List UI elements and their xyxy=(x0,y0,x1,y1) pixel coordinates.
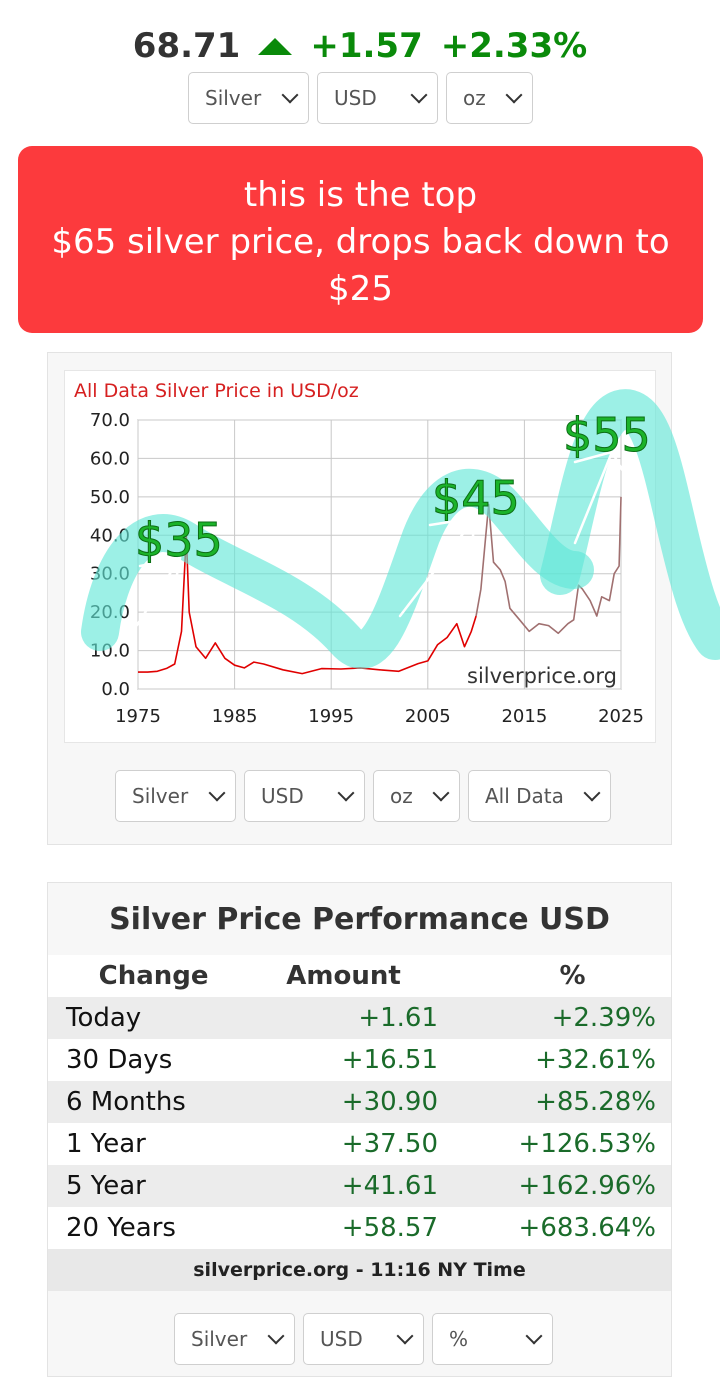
top-selectors: Silver USD oz xyxy=(188,72,533,124)
unit-select[interactable]: oz xyxy=(446,72,533,124)
header-amount: Amount xyxy=(286,961,401,991)
y-tick-label: 40.0 xyxy=(90,525,130,546)
table-row: Today +1.61 +2.39% xyxy=(48,997,671,1039)
table-row: 6 Months +30.90 +85.28% xyxy=(48,1081,671,1123)
price-chart-svg: All Data Silver Price in USD/oz 0.0 10.0 20… xyxy=(74,380,644,727)
chevron-down-icon xyxy=(432,784,450,802)
price-chart: All Data Silver Price in USD/oz 0.0 10.0 20… xyxy=(64,370,656,743)
chart-title: All Data Silver Price in USD/oz xyxy=(74,380,359,402)
row-period: 30 Days xyxy=(66,1045,173,1075)
row-percent: +162.96% xyxy=(518,1171,656,1201)
performance-table: Change Amount % Today +1.61 +2.39% 30 Days +… xyxy=(48,955,671,1291)
row-period: Today xyxy=(66,1003,142,1033)
chevron-down-icon xyxy=(281,86,299,104)
perf-metal-select-value: Silver xyxy=(191,1327,248,1351)
y-tick-label: 70.0 xyxy=(90,410,130,431)
price-change: +1.57 xyxy=(310,26,423,66)
row-amount: +1.61 xyxy=(358,1003,438,1033)
table-row: 5 Year +41.61 +162.96% xyxy=(48,1165,671,1207)
currency-select[interactable]: USD xyxy=(317,72,438,124)
y-tick-label: 20.0 xyxy=(90,602,130,623)
x-tick-label: 1975 xyxy=(115,706,161,727)
chevron-down-icon xyxy=(505,86,523,104)
currency-select-value: USD xyxy=(334,86,377,110)
y-tick-label: 50.0 xyxy=(90,487,130,508)
table-row: 30 Days +16.51 +32.61% xyxy=(48,1039,671,1081)
x-tick-label: 1985 xyxy=(212,706,258,727)
chevron-down-icon xyxy=(267,1327,285,1345)
row-percent: +126.53% xyxy=(518,1129,656,1159)
performance-footer: silverprice.org - 11:16 NY Time xyxy=(48,1249,671,1291)
y-tick-label: 60.0 xyxy=(90,448,130,469)
chevron-down-icon xyxy=(337,784,355,802)
current-price: 68.71 xyxy=(132,26,241,66)
y-tick-label: 0.0 xyxy=(101,679,130,700)
chart-metal-select-value: Silver xyxy=(132,784,189,808)
row-percent: +85.28% xyxy=(535,1087,656,1117)
performance-panel: Silver Price Performance USD Change Amou… xyxy=(47,882,672,1377)
row-amount: +58.57 xyxy=(341,1213,438,1243)
source-label: silverprice.org xyxy=(467,664,617,688)
comment-banner: this is the top $65 silver price, drops … xyxy=(18,146,703,333)
x-tick-label: 2005 xyxy=(405,706,451,727)
plot-area xyxy=(137,419,622,690)
performance-selectors: Silver USD % xyxy=(174,1313,553,1365)
chevron-down-icon xyxy=(396,1327,414,1345)
chevron-down-icon xyxy=(410,86,428,104)
chevron-down-icon xyxy=(208,784,226,802)
banner-line: $65 silver price, drops back down to xyxy=(51,222,670,262)
header-change: Change xyxy=(98,961,209,991)
row-period: 6 Months xyxy=(66,1087,186,1117)
table-header: Change Amount % xyxy=(48,955,671,997)
perf-metal-select[interactable]: Silver xyxy=(174,1313,295,1365)
chart-unit-select-value: oz xyxy=(390,784,413,808)
metal-select[interactable]: Silver xyxy=(188,72,309,124)
perf-unit-select-value: % xyxy=(449,1327,469,1351)
row-amount: +37.50 xyxy=(341,1129,438,1159)
y-tick-label: 30.0 xyxy=(90,564,130,585)
row-period: 20 Years xyxy=(66,1213,176,1243)
row-period: 1 Year xyxy=(66,1129,146,1159)
chart-range-select[interactable]: All Data xyxy=(468,770,611,822)
x-tick-label: 1995 xyxy=(308,706,354,727)
row-percent: +2.39% xyxy=(551,1003,656,1033)
table-row: 20 Years +58.57 +683.64% xyxy=(48,1207,671,1249)
perf-currency-select-value: USD xyxy=(320,1327,363,1351)
price-change-percent: +2.33% xyxy=(440,26,588,66)
performance-title: Silver Price Performance USD xyxy=(109,901,610,937)
x-tick-label: 2015 xyxy=(501,706,547,727)
chart-selectors: Silver USD oz All Data xyxy=(115,770,611,822)
banner-line: $25 xyxy=(328,269,393,309)
chart-currency-select-value: USD xyxy=(261,784,304,808)
x-tick-label: 2025 xyxy=(598,706,644,727)
banner-line: this is the top xyxy=(243,175,478,215)
row-percent: +683.64% xyxy=(518,1213,656,1243)
chevron-down-icon xyxy=(583,784,601,802)
price-ticker: 68.71 +1.57 +2.33% xyxy=(0,22,720,70)
row-amount: +30.90 xyxy=(341,1087,438,1117)
row-amount: +16.51 xyxy=(341,1045,438,1075)
chevron-down-icon xyxy=(525,1327,543,1345)
performance-rows: Today +1.61 +2.39% 30 Days +16.51 +32.61% 6 Mo… xyxy=(48,997,671,1249)
chart-metal-select[interactable]: Silver xyxy=(115,770,236,822)
y-tick-label: 10.0 xyxy=(90,641,130,662)
table-row: 1 Year +37.50 +126.53% xyxy=(48,1123,671,1165)
perf-unit-select[interactable]: % xyxy=(432,1313,553,1365)
metal-select-value: Silver xyxy=(205,86,262,110)
chart-currency-select[interactable]: USD xyxy=(244,770,365,822)
up-triangle-icon xyxy=(258,37,293,55)
row-amount: +41.61 xyxy=(341,1171,438,1201)
unit-select-value: oz xyxy=(463,86,486,110)
perf-currency-select[interactable]: USD xyxy=(303,1313,424,1365)
chart-panel: All Data Silver Price in USD/oz 0.0 10.0 20… xyxy=(47,352,672,845)
row-percent: +32.61% xyxy=(535,1045,656,1075)
header-percent: % xyxy=(559,961,586,991)
chart-unit-select[interactable]: oz xyxy=(373,770,460,822)
row-period: 5 Year xyxy=(66,1171,146,1201)
chart-range-select-value: All Data xyxy=(485,784,564,808)
